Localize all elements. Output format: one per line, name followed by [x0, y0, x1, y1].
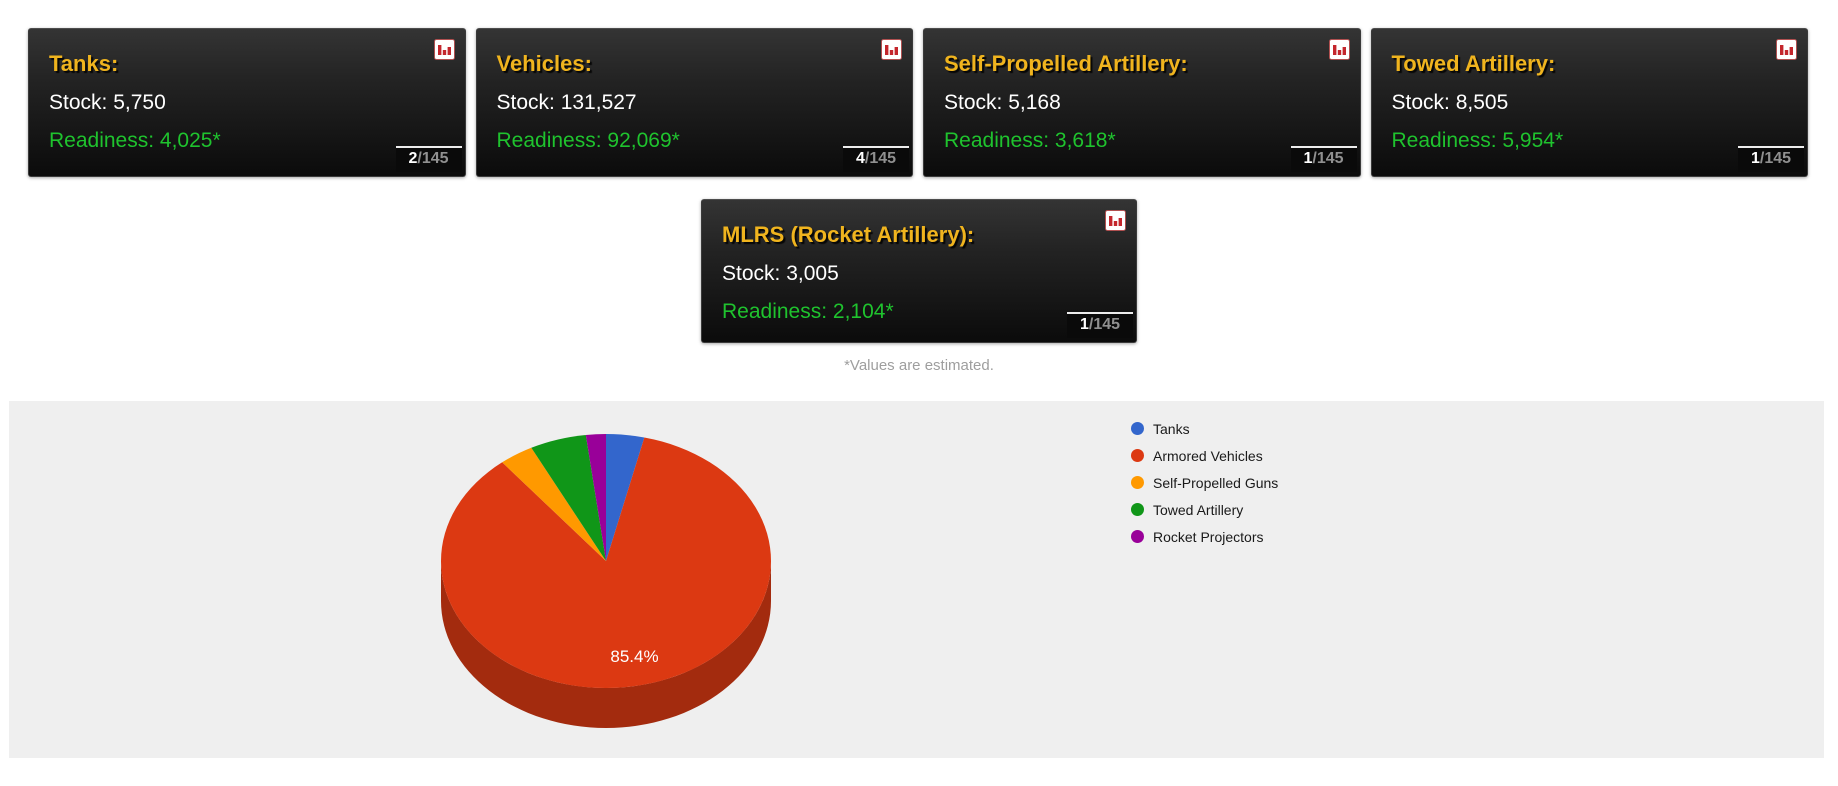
pager-badge[interactable]: 4/145: [843, 146, 909, 172]
pie-slice-label: 85.4%: [610, 647, 658, 666]
legend-label: Armored Vehicles: [1153, 447, 1263, 464]
readiness-line: Readiness: 2,104*: [722, 300, 894, 323]
bar-chart-icon[interactable]: [1105, 210, 1126, 231]
card-tanks: Tanks: Stock: 5,750 Readiness: 4,025* 2/…: [28, 28, 466, 177]
bar-chart-icon[interactable]: [1776, 39, 1797, 60]
legend-swatch: [1131, 449, 1144, 462]
card-title: Towed Artillery:: [1391, 51, 1556, 76]
legend-label: Tanks: [1153, 420, 1190, 437]
legend-item[interactable]: Self-Propelled Guns: [1131, 469, 1278, 496]
stock-line: Stock: 3,005: [722, 262, 839, 285]
pager-badge[interactable]: 2/145: [395, 146, 462, 172]
card-vehicles: Vehicles: Stock: 131,527 Readiness: 92,0…: [475, 28, 913, 177]
mlrs-row: MLRS (Rocket Artillery): Stock: 3,005 Re…: [0, 199, 1838, 343]
card-title: Vehicles:: [496, 51, 592, 76]
legend-swatch: [1131, 503, 1144, 516]
legend-label: Self-Propelled Guns: [1153, 474, 1279, 491]
legend-swatch: [1131, 422, 1144, 435]
card-title: MLRS (Rocket Artillery):: [722, 222, 975, 247]
stat-cards-row: Tanks: Stock: 5,750 Readiness: 4,025* 2/…: [28, 28, 1808, 177]
pager-badge[interactable]: 1/145: [1738, 146, 1804, 172]
estimated-values-note: *Values are estimated.: [844, 357, 994, 374]
stock-line: Stock: 5,750: [49, 91, 166, 114]
pie-slice-towed-artillery[interactable]: [531, 434, 606, 561]
pie-side: [441, 561, 771, 728]
pager-badge[interactable]: 1/145: [1290, 146, 1357, 172]
readiness-line: Readiness: 92,069*: [496, 129, 680, 152]
legend-label: Towed Artillery: [1153, 501, 1244, 518]
bar-chart-icon[interactable]: [433, 39, 455, 60]
pager-badge[interactable]: 1/145: [1067, 312, 1133, 338]
readiness-line: Readiness: 4,025*: [49, 129, 221, 152]
legend: Tanks Armored Vehicles Self-Propelled Guns…: [1131, 415, 1278, 550]
bar-chart-icon[interactable]: [1328, 39, 1350, 60]
card-self-propelled-artillery: Self-Propelled Artillery: Stock: 5,168 R…: [923, 28, 1361, 177]
pie-slice-self-propelled-guns[interactable]: [502, 447, 606, 561]
card-title: Self-Propelled Artillery:: [944, 51, 1188, 76]
pie-chart-panel: 85.4% Tanks Armored Vehicles Self-Propelle…: [9, 401, 1824, 758]
bar-chart-icon[interactable]: [881, 39, 902, 60]
pie-slice-tanks[interactable]: [606, 434, 645, 561]
pie-chart: 85.4%: [440, 434, 771, 728]
stock-line: Stock: 5,168: [944, 91, 1061, 114]
pie-slice-rocket-projectors[interactable]: [585, 434, 606, 561]
stock-line: Stock: 131,527: [496, 91, 637, 114]
readiness-line: Readiness: 3,618*: [944, 129, 1116, 152]
legend-label: Rocket Projectors: [1153, 528, 1264, 545]
card-towed-artillery: Towed Artillery: Stock: 8,505 Readiness:…: [1370, 28, 1808, 177]
legend-swatch: [1131, 530, 1144, 543]
stock-line: Stock: 8,505: [1391, 91, 1509, 114]
card-mlrs-rocket-artillery: MLRS (Rocket Artillery): Stock: 3,005 Re…: [701, 199, 1137, 343]
legend-item[interactable]: Tanks: [1131, 415, 1278, 442]
readiness-line: Readiness: 5,954*: [1391, 129, 1564, 152]
card-title: Tanks:: [49, 51, 119, 76]
legend-swatch: [1131, 476, 1144, 489]
pie-slice-armored-vehicles[interactable]: [440, 437, 771, 688]
legend-item[interactable]: Rocket Projectors: [1131, 523, 1278, 550]
legend-item[interactable]: Towed Artillery: [1131, 496, 1278, 523]
legend-item[interactable]: Armored Vehicles: [1131, 442, 1278, 469]
